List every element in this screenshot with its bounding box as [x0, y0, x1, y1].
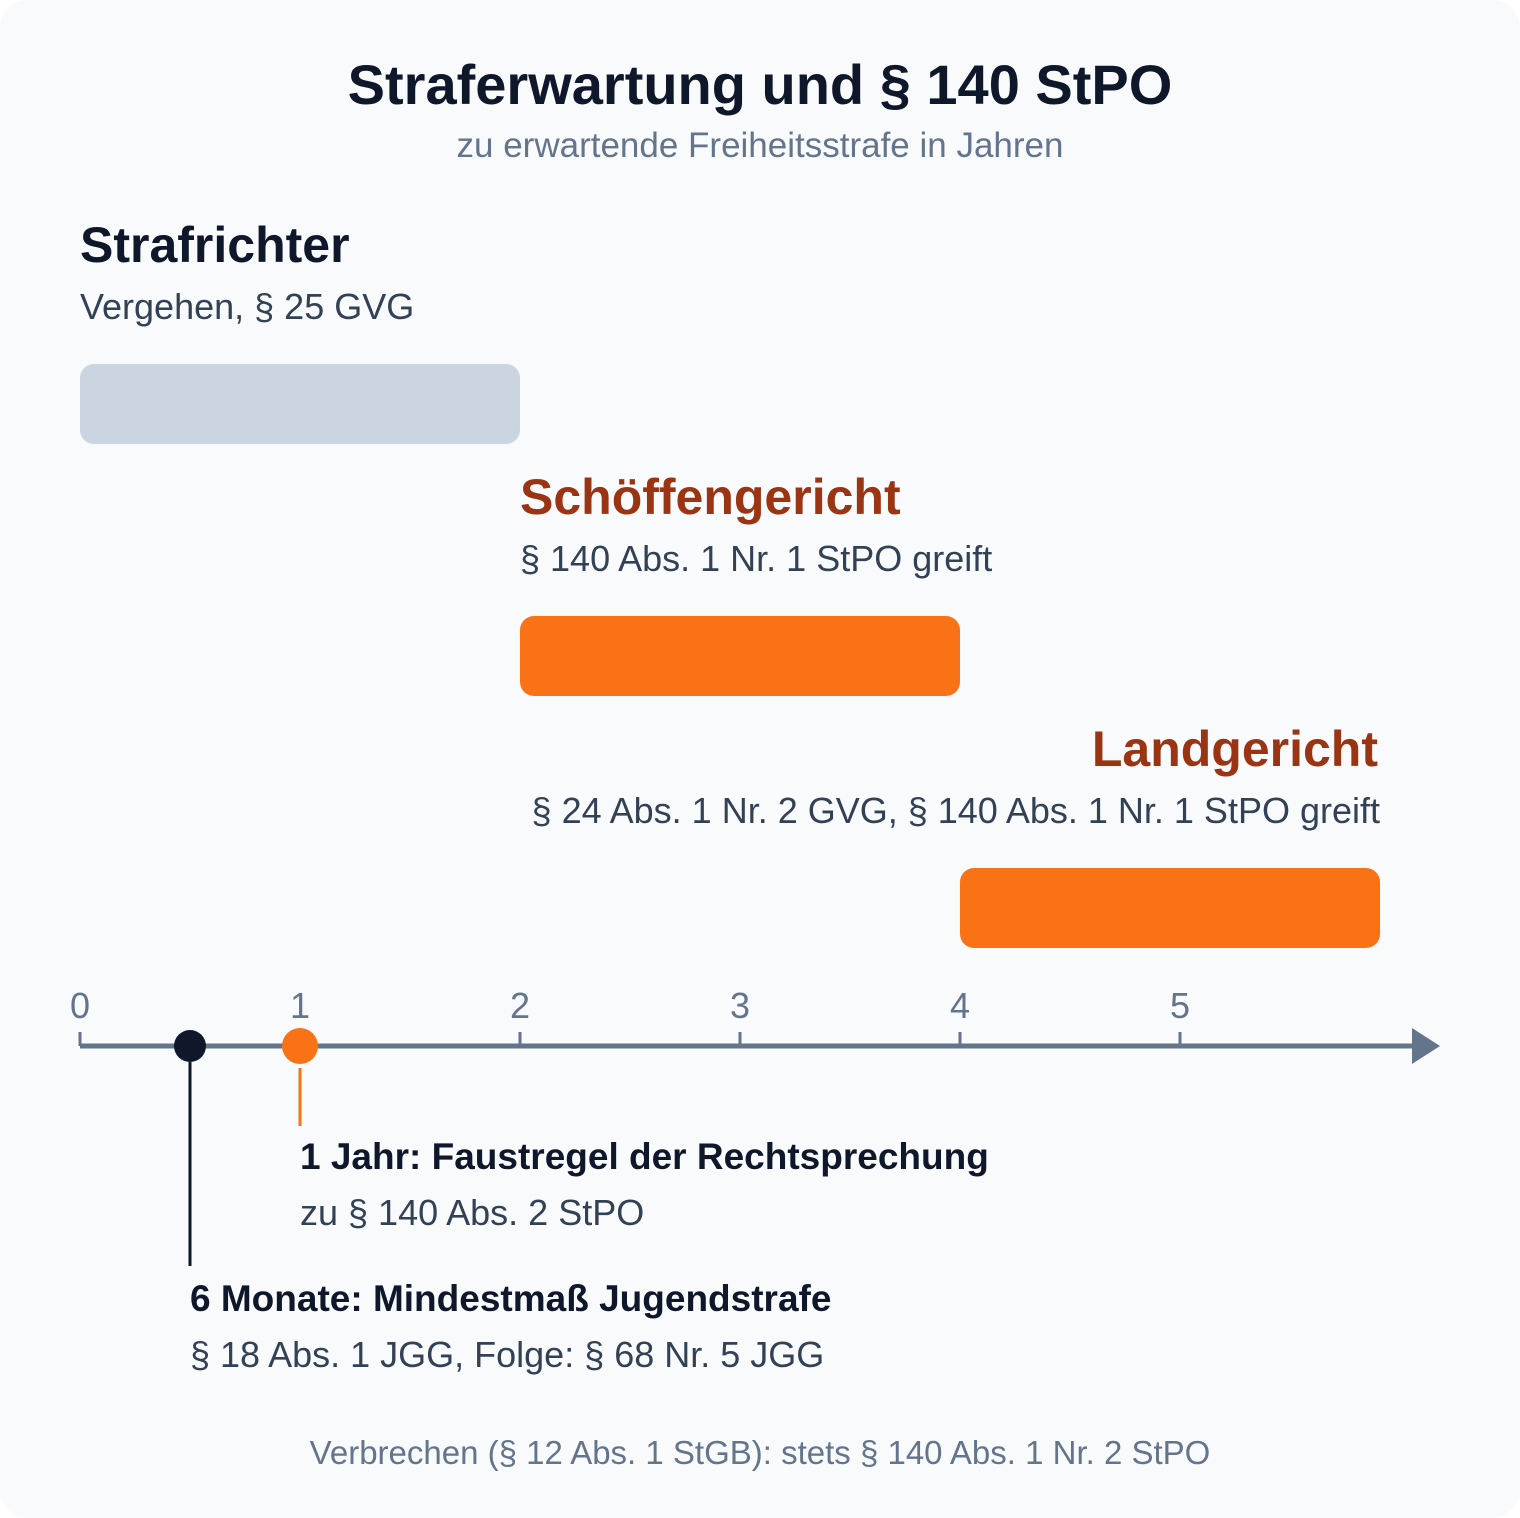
diagram-title: Straferwartung und § 140 StPO: [347, 53, 1173, 116]
range-bar-schoeffengericht: [520, 616, 960, 696]
axis-arrow-icon: [1412, 1028, 1440, 1064]
annotation-title-1-year: 1 Jahr: Faustregel der Rechtsprechung: [300, 1136, 989, 1177]
axis-tick-label-4: 4: [950, 985, 970, 1026]
axis-tick-label-2: 2: [510, 985, 530, 1026]
annotation-subtitle-6-months: § 18 Abs. 1 JGG, Folge: § 68 Nr. 5 JGG: [190, 1334, 825, 1375]
court-basis-landgericht: § 24 Abs. 1 Nr. 2 GVG, § 140 Abs. 1 Nr. …: [531, 790, 1380, 831]
marker-dot-1-year: [282, 1028, 318, 1064]
footer-note: Verbrechen (§ 12 Abs. 1 StGB): stets § 1…: [309, 1434, 1211, 1471]
axis-tick-label-1: 1: [290, 985, 310, 1026]
diagram-subtitle: zu erwartende Freiheitsstrafe in Jahren: [456, 126, 1064, 165]
annotation-subtitle-1-year: zu § 140 Abs. 2 StPO: [300, 1192, 645, 1233]
court-basis-strafrichter: Vergehen, § 25 GVG: [80, 286, 415, 327]
court-name-landgericht: Landgericht: [1091, 721, 1378, 777]
axis-tick-label-0: 0: [70, 985, 90, 1026]
court-name-strafrichter: Strafrichter: [80, 217, 350, 273]
axis-tick-label-3: 3: [730, 985, 750, 1026]
court-name-schoeffengericht: Schöffengericht: [520, 469, 901, 525]
marker-dot-6-months: [174, 1030, 206, 1062]
court-basis-schoeffengericht: § 140 Abs. 1 Nr. 1 StPO greift: [520, 538, 993, 579]
range-bar-landgericht: [960, 868, 1380, 948]
annotation-title-6-months: 6 Monate: Mindestmaß Jugendstrafe: [190, 1278, 832, 1319]
axis-tick-label-5: 5: [1170, 985, 1190, 1026]
range-bar-strafrichter: [80, 364, 520, 444]
